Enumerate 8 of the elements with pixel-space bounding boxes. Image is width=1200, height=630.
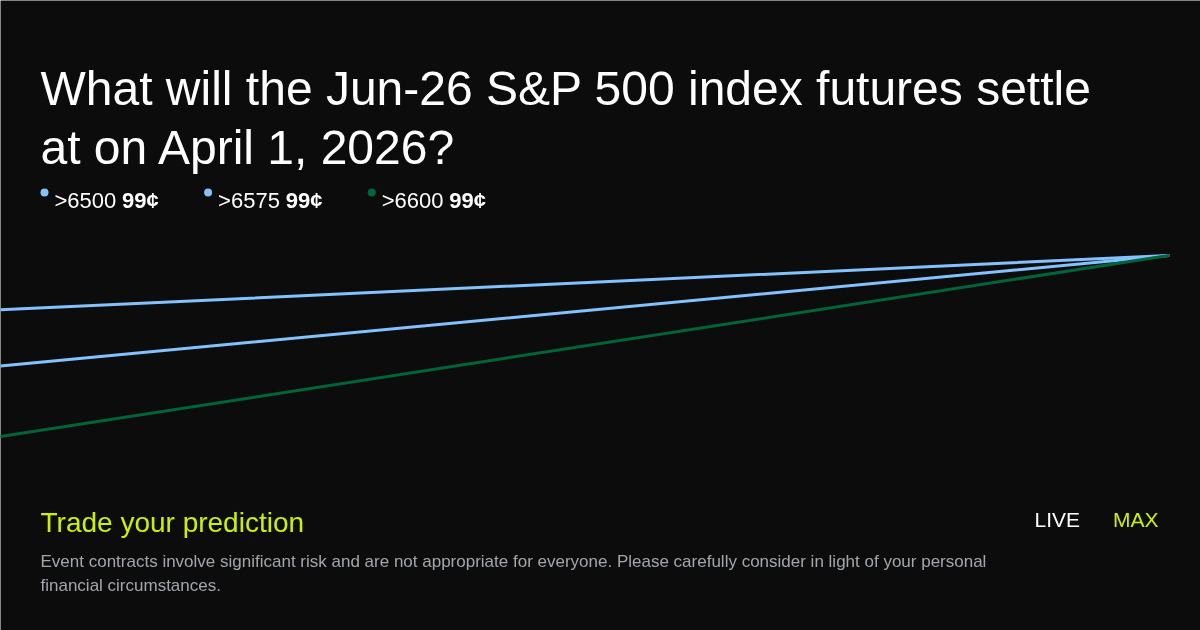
chart-title: What will the Jun-26 S&P 500 index futures settle at on April 1, 2026? — [40, 62, 1091, 174]
text: Event contracts involve significant risk and are not appropriate for everyone. Please carefully consider in light of your personal financial circumstances. — [40, 552, 987, 595]
text: LIVE — [1034, 508, 1081, 531]
text: Trade your prediction — [40, 507, 305, 538]
legend-label: >6600 99¢ — [381, 188, 487, 213]
legend-label: >6500 99¢ — [54, 188, 159, 213]
text: MAX — [1112, 508, 1159, 531]
legend-label: >6575 99¢ — [218, 188, 323, 213]
